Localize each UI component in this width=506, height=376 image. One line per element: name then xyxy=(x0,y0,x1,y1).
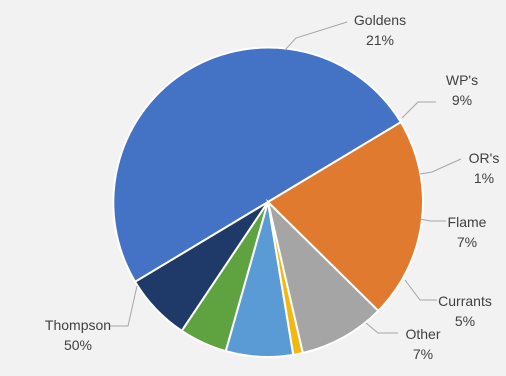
pie-slice-goldens xyxy=(266,120,424,313)
slice-label-percent: 5% xyxy=(455,313,475,329)
slice-label-percent: 1% xyxy=(474,170,494,186)
leader-line-or-s xyxy=(419,158,462,175)
leader-line-wp-s xyxy=(401,101,436,119)
slice-label-percent: 7% xyxy=(413,346,433,362)
leader-line-currants xyxy=(404,279,437,301)
leader-lines xyxy=(109,21,462,334)
slice-label-name: Other xyxy=(405,326,440,342)
slice-label-percent: 21% xyxy=(366,32,394,48)
slice-label-percent: 9% xyxy=(452,92,472,108)
pie-slices xyxy=(112,46,424,358)
pie-slice-thompson xyxy=(112,46,403,284)
slice-labels: Thompson 50% Other 7% Currants 5% Flame 7% OR's 1… xyxy=(45,12,499,362)
slice-label-name: Currants xyxy=(438,293,492,309)
leader-line-thompson xyxy=(109,285,138,327)
leader-line-flame xyxy=(419,218,446,222)
leader-line-other xyxy=(365,322,398,334)
slice-label-name: Goldens xyxy=(354,12,406,28)
slice-label-name: OR's xyxy=(469,150,500,166)
leader-line-goldens xyxy=(284,21,348,51)
slice-label-name: Thompson xyxy=(45,317,111,333)
slice-label-name: WP's xyxy=(446,72,478,88)
slice-label-name: Flame xyxy=(448,214,487,230)
pie-slice-wp-s xyxy=(266,198,380,355)
slice-label-percent: 7% xyxy=(457,234,477,250)
slice-label-percent: 50% xyxy=(64,337,92,353)
